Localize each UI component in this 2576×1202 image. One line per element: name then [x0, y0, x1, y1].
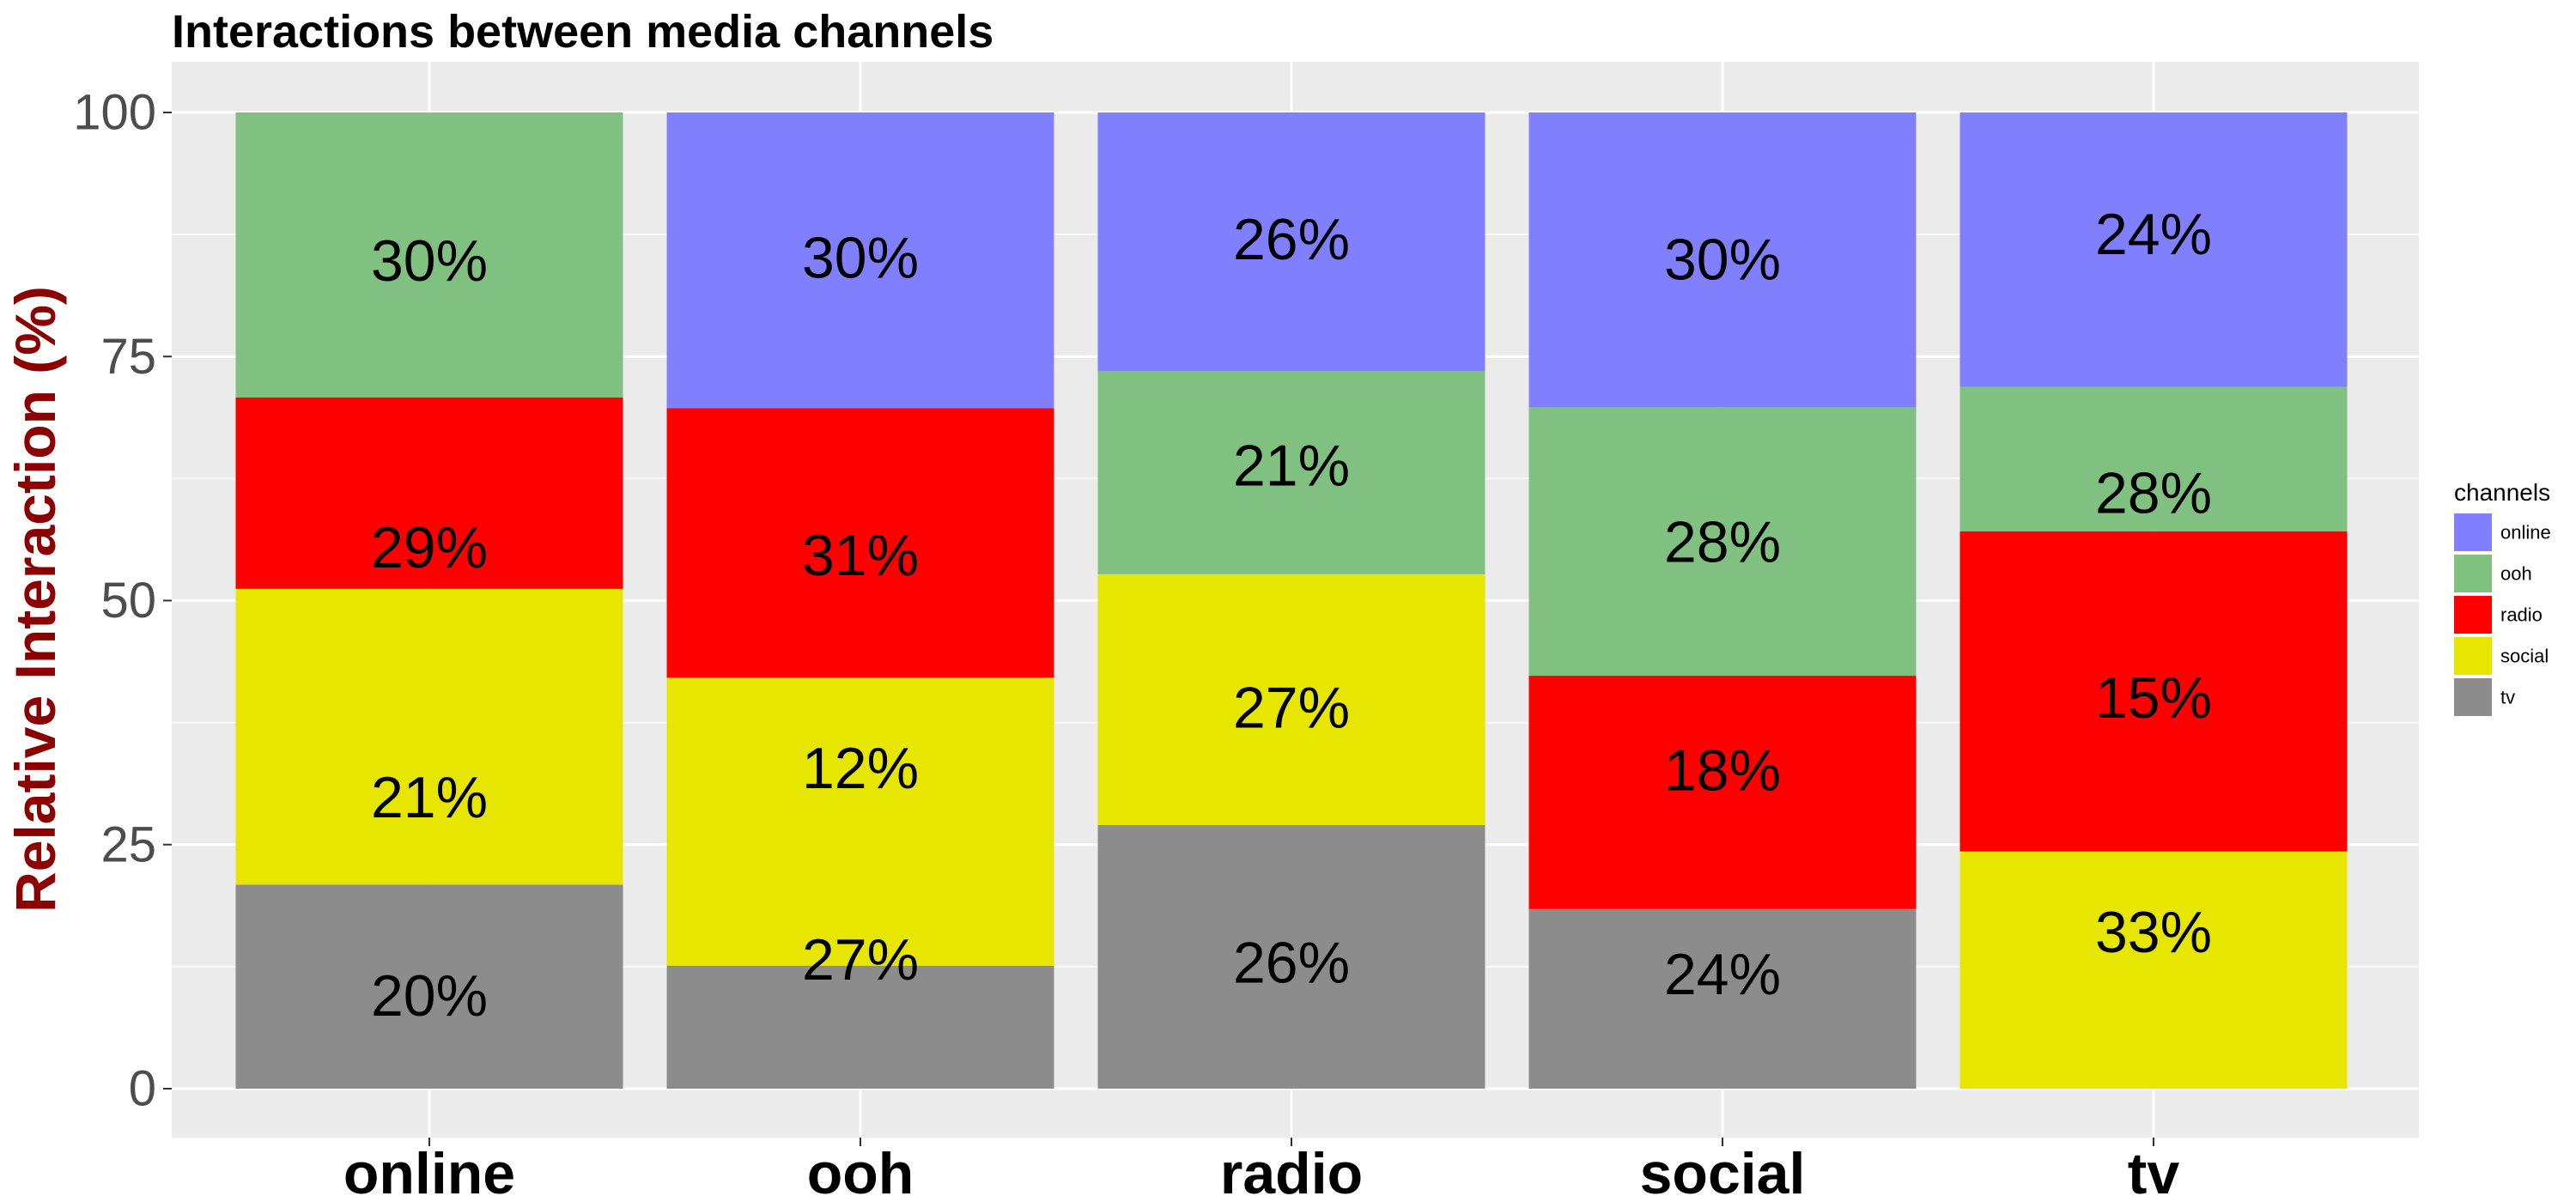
y-tick-label: 50: [100, 573, 156, 628]
bar-segment-online-ooh: [235, 112, 623, 398]
bar-segment-radio-online: [1097, 112, 1485, 372]
x-axis: online ooh radio social tv: [343, 1138, 2180, 1202]
bar-segment-ooh-social: [666, 677, 1054, 966]
x-tick-label: tv: [2128, 1141, 2180, 1202]
legend-label-online: online: [2500, 522, 2551, 543]
legend-label-ooh: ooh: [2500, 563, 2532, 585]
data-label-tv-social: 33%: [2095, 900, 2212, 965]
data-label-tv-ooh: 28%: [2095, 460, 2212, 525]
y-tick-label: 100: [73, 85, 156, 141]
bar-segment-social-radio: [1528, 676, 1917, 909]
data-label-online-radio: 29%: [371, 515, 488, 580]
bar-segment-ooh-radio: [666, 408, 1054, 678]
data-label-radio-tv: 26%: [1233, 930, 1350, 995]
bar-segment-radio-ooh: [1097, 371, 1485, 574]
data-label-social-radio: 18%: [1664, 738, 1781, 803]
data-label-tv-radio: 15%: [2095, 665, 2212, 731]
bars: [235, 112, 2348, 1089]
x-tick-label: online: [343, 1141, 515, 1202]
data-label-ooh-tv: 27%: [802, 927, 919, 993]
bar-segment-online-radio: [235, 398, 623, 589]
legend-key-tv: [2454, 678, 2492, 716]
y-tick-label: 75: [100, 329, 156, 385]
x-tick-label: radio: [1220, 1141, 1363, 1202]
x-tick-label: ooh: [807, 1141, 914, 1202]
legend-title: channels: [2454, 479, 2550, 506]
data-labels: 20% 21% 29% 30% 27% 12% 31% 30% 26% 27% 21% 26% 24% 1…: [371, 202, 2212, 1029]
data-label-online-tv: 20%: [371, 963, 488, 1029]
bar-segment-tv-radio: [1959, 531, 2348, 852]
data-label-radio-ooh: 21%: [1233, 434, 1350, 499]
bar-segment-social-online: [1528, 112, 1917, 408]
chart-title: Interactions between media channels: [172, 6, 993, 58]
data-label-social-ooh: 28%: [1664, 509, 1781, 574]
data-label-social-online: 30%: [1664, 228, 1781, 293]
bar-segment-tv-online: [1959, 112, 2348, 387]
bar-segment-tv-social: [1959, 851, 2348, 1089]
legend-label-tv: tv: [2500, 687, 2515, 708]
bar-segment-social-ooh: [1528, 407, 1917, 677]
data-label-ooh-social: 12%: [802, 736, 919, 801]
bar-segment-online-tv: [235, 884, 623, 1089]
data-label-social-tv: 24%: [1664, 942, 1781, 1007]
y-tick-label: 25: [100, 817, 156, 872]
data-label-tv-online: 24%: [2095, 202, 2212, 267]
legend: channels online ooh radio social tv: [2454, 479, 2551, 716]
data-label-ooh-online: 30%: [802, 225, 919, 290]
data-label-radio-online: 26%: [1233, 207, 1350, 272]
bar-segment-social-tv: [1528, 908, 1917, 1089]
bar-segment-online-social: [235, 588, 623, 885]
legend-key-ooh: [2454, 555, 2492, 592]
legend-key-online: [2454, 513, 2492, 551]
legend-label-radio: radio: [2500, 604, 2543, 626]
legend-label-social: social: [2500, 646, 2549, 667]
y-axis-title: Relative Interaction (%): [3, 286, 67, 913]
data-label-ooh-radio: 31%: [802, 523, 919, 588]
bar-segment-tv-ooh: [1959, 386, 2348, 531]
y-tick-label: 0: [129, 1061, 156, 1117]
data-label-online-social: 21%: [371, 765, 488, 830]
data-label-online-ooh: 30%: [371, 228, 488, 294]
legend-key-social: [2454, 637, 2492, 675]
bar-segment-radio-tv: [1097, 825, 1485, 1089]
bar-segment-radio-social: [1097, 574, 1485, 826]
bar-segment-ooh-online: [666, 112, 1054, 409]
x-tick-label: social: [1640, 1141, 1806, 1202]
y-axis: 0 25 50 75 100: [73, 85, 172, 1117]
data-label-radio-social: 27%: [1233, 676, 1350, 741]
bar-segment-ooh-tv: [666, 965, 1054, 1089]
legend-key-radio: [2454, 596, 2492, 634]
